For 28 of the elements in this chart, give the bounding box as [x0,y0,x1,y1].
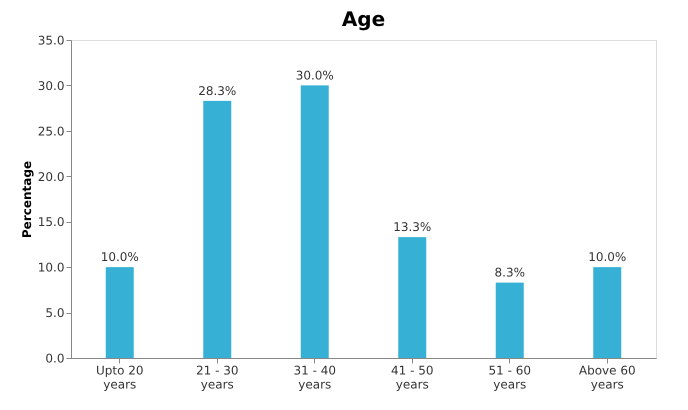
y-tick-label: 5.0 [45,306,64,320]
data-label: 13.3% [393,220,432,234]
y-tick-label: 30.0 [38,78,64,93]
x-tick-label: 31 - 40 years [294,364,336,392]
x-tick-label: 51 - 60 years [488,364,531,392]
y-tick-label: 20.0 [38,170,64,184]
bar [496,282,524,358]
x-tick-label: 21 - 30 years [196,364,238,392]
data-label: 28.3% [198,84,236,98]
y-tick-label: 35.0 [38,34,64,48]
y-tick-label: 15.0 [38,215,64,230]
data-label: 8.3% [494,266,525,280]
x-tick-label: 41 - 50 years [391,364,434,392]
y-tick-label: 10.0 [38,260,64,275]
bar [398,237,426,358]
data-label: 30.0% [296,68,334,82]
bar [106,267,134,358]
chart-title: Age [342,7,386,31]
bar [203,100,232,358]
y-tick-label: 0.0 [45,352,64,366]
y-axis-title: Percentage [20,160,34,238]
y-tick-label: 25.0 [38,124,64,138]
x-tick-label: Upto 20 years [96,364,144,392]
data-label: 10.0% [100,250,139,264]
bar [300,85,329,358]
x-tick-label: Above 60 years [578,364,636,392]
bar [593,267,622,358]
data-label: 10.0% [588,250,626,264]
